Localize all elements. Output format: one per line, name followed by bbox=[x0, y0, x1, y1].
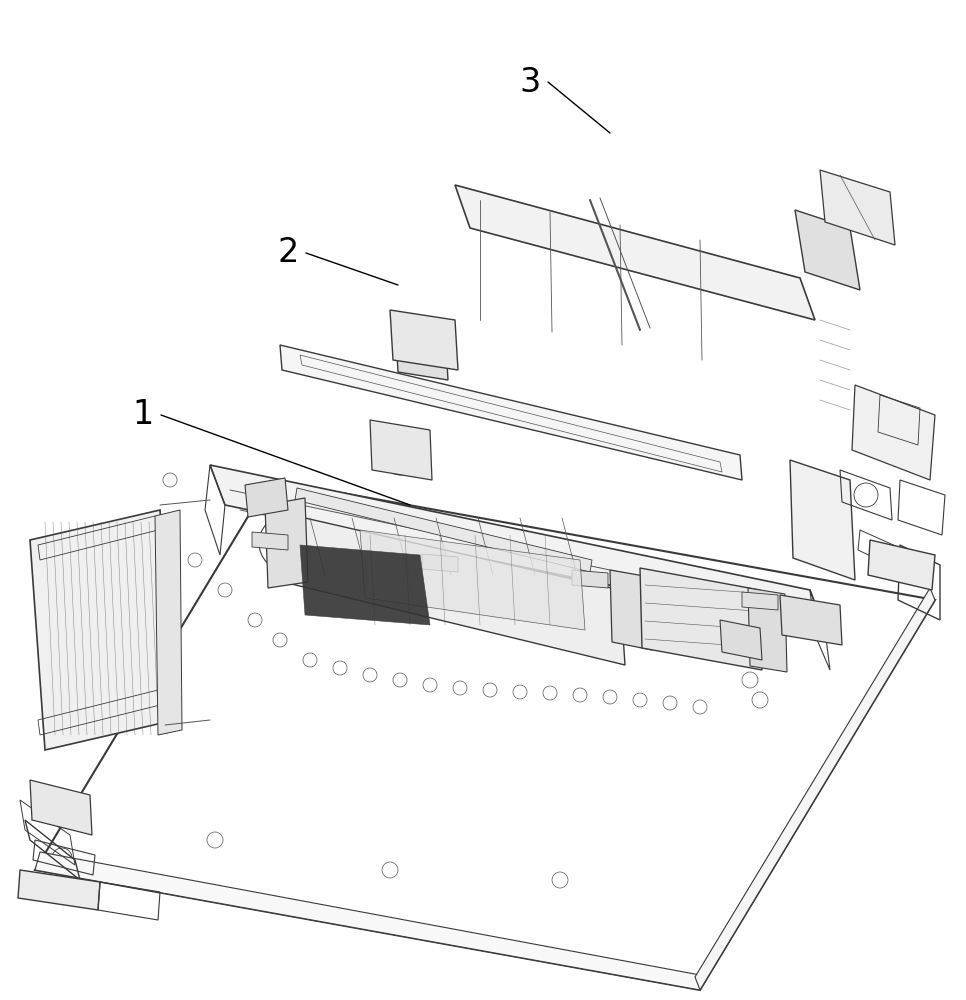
Polygon shape bbox=[742, 592, 778, 610]
Text: 1: 1 bbox=[132, 398, 154, 432]
Polygon shape bbox=[265, 498, 308, 588]
Polygon shape bbox=[640, 568, 762, 670]
Polygon shape bbox=[790, 460, 855, 580]
Polygon shape bbox=[395, 320, 448, 380]
Polygon shape bbox=[695, 588, 935, 990]
Polygon shape bbox=[245, 478, 288, 517]
Polygon shape bbox=[720, 620, 762, 660]
Polygon shape bbox=[572, 570, 608, 588]
Polygon shape bbox=[30, 780, 92, 835]
Polygon shape bbox=[155, 510, 182, 735]
Polygon shape bbox=[360, 530, 585, 630]
Polygon shape bbox=[300, 545, 430, 625]
Polygon shape bbox=[280, 345, 742, 480]
Polygon shape bbox=[868, 540, 935, 590]
Polygon shape bbox=[795, 210, 860, 290]
Text: 3: 3 bbox=[520, 66, 541, 99]
Polygon shape bbox=[780, 595, 842, 645]
Polygon shape bbox=[820, 170, 895, 245]
Polygon shape bbox=[852, 385, 935, 480]
Polygon shape bbox=[390, 310, 458, 370]
Polygon shape bbox=[270, 510, 625, 665]
Polygon shape bbox=[610, 570, 652, 650]
Polygon shape bbox=[30, 510, 175, 750]
Polygon shape bbox=[748, 588, 787, 672]
Polygon shape bbox=[455, 185, 815, 320]
Polygon shape bbox=[295, 488, 592, 572]
Polygon shape bbox=[210, 465, 825, 630]
Polygon shape bbox=[35, 852, 700, 990]
Polygon shape bbox=[252, 532, 288, 550]
Polygon shape bbox=[18, 870, 100, 910]
Text: 2: 2 bbox=[277, 236, 298, 269]
Polygon shape bbox=[370, 420, 432, 480]
Polygon shape bbox=[422, 554, 458, 572]
